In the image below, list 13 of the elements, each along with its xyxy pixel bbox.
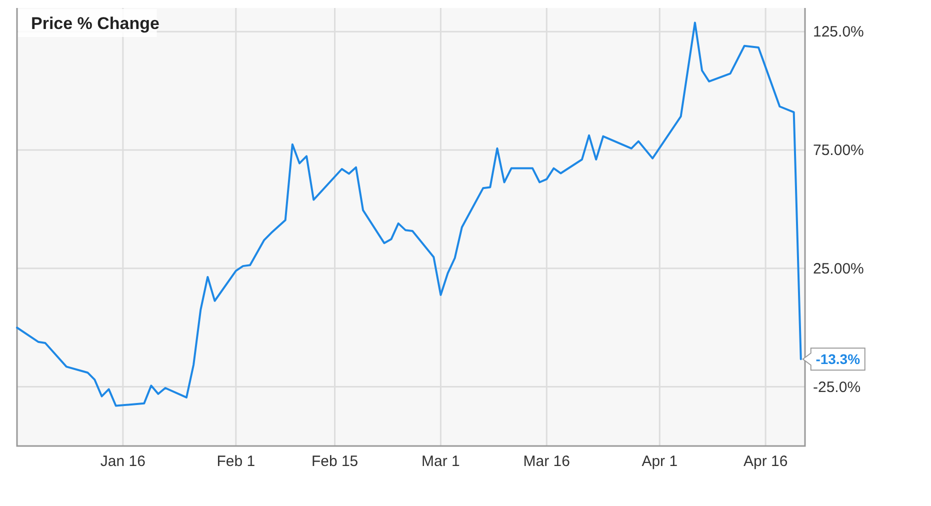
x-tick-label: Feb 15: [311, 453, 358, 470]
x-tick-label: Apr 16: [743, 453, 788, 470]
x-tick-label: Apr 1: [642, 453, 678, 470]
data-label: -13.3%: [816, 351, 861, 368]
x-tick-label: Feb 1: [216, 453, 256, 470]
x-tick-label: Mar 16: [523, 453, 570, 470]
x-tick-label: Jan 16: [100, 453, 146, 470]
y-tick-label: 25.00%: [813, 260, 864, 278]
x-tick-label: Mar 1: [422, 453, 460, 470]
y-tick-label: 125.0%: [813, 24, 864, 41]
chart-title: Price % Change: [31, 14, 160, 33]
y-tick-label: 75.00%: [813, 142, 864, 160]
y-tick-label: -25.0%: [813, 378, 861, 396]
